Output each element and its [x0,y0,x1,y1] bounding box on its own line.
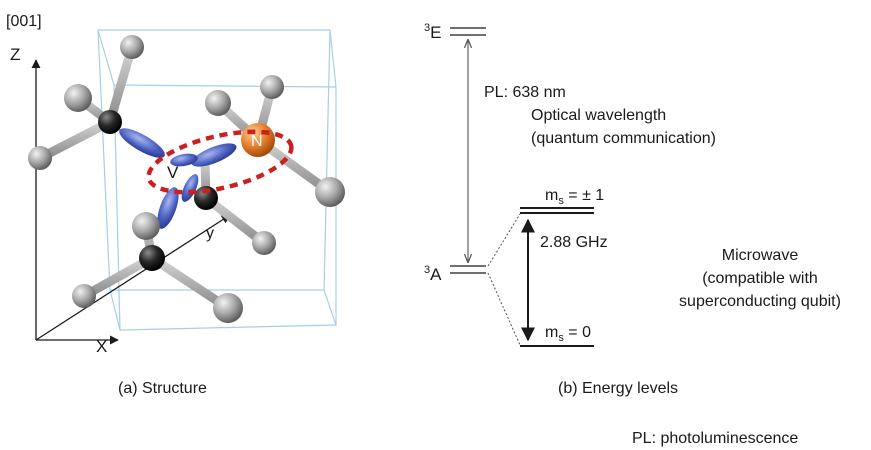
pl-label: PL: 638 nm [484,84,566,101]
crystal-structure: [001] Z X y V N (a) Structure [6,13,345,397]
excited-state-prefix: 3 [424,22,430,34]
axes [31,59,231,345]
excited-state-label: E [430,23,441,42]
optical-line-2: (quantum communication) [531,130,716,147]
microwave-line-3: superconducting qubit) [679,293,841,310]
fan-line-bottom [487,272,521,346]
footnote: PL: photoluminescence [632,430,798,447]
svg-text:3A: 3A [424,264,442,284]
axis-z-label: Z [10,45,20,64]
svg-text:3E: 3E [424,22,441,42]
energy-level-diagram: 3E 3A PL: 638 nm Optical wavelength (qua… [424,22,841,397]
fan-line-top [487,213,521,267]
optical-line-1: Optical wavelength [531,107,666,124]
ground-state-3A: 3A [424,264,486,284]
ground-state-prefix: 3 [424,264,430,276]
carbon-atoms [28,35,345,323]
nitrogen-label: N [251,133,263,150]
dangling-bond-orbitals [119,128,237,229]
excited-state-3E: 3E [424,22,486,42]
unit-cell [97,29,337,331]
nv-highlight-ellipse [146,129,294,195]
direction-label: [001] [6,13,42,30]
ground-state-label: A [430,265,442,284]
vacancy-label: V [167,163,179,182]
energy-caption: (b) Energy levels [558,380,678,397]
ms-0-label: ms = 0 [545,324,591,344]
microwave-line-2: (compatible with [702,270,818,287]
axis-y-label: y [206,225,214,242]
axis-x-label: X [96,337,107,356]
neighbor-carbon-atoms [98,110,218,271]
ms-pm1-label: ms = ± 1 [545,187,604,207]
structure-caption: (a) Structure [118,380,207,397]
splitting-label: 2.88 GHz [540,234,608,251]
microwave-line-1: Microwave [722,247,799,264]
